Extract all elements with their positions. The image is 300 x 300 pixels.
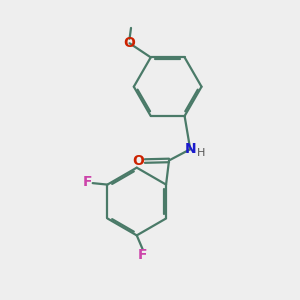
Text: F: F <box>83 175 92 189</box>
Text: O: O <box>124 36 136 50</box>
Text: O: O <box>133 154 144 168</box>
Text: N: N <box>184 142 196 156</box>
Text: F: F <box>138 248 147 262</box>
Text: H: H <box>197 148 206 158</box>
